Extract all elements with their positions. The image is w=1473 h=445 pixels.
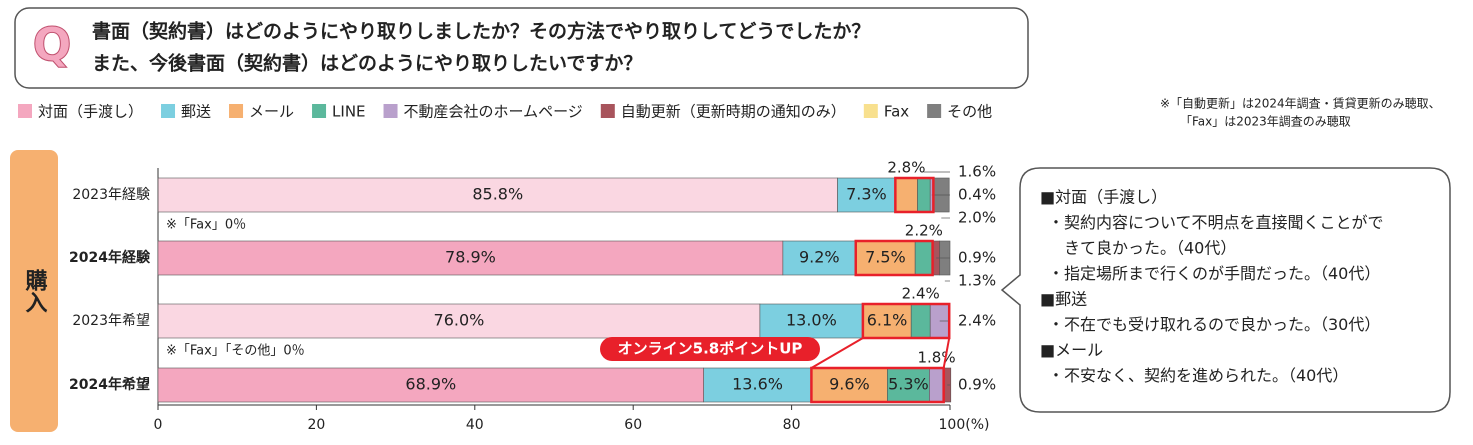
question: 書面（契約書）はどのようにやり取りしましたか？その方法でやり取りしてどうでしたか… [92, 20, 870, 43]
x-tick-label: 80 [783, 417, 801, 433]
legend-label: 対面（手渡し） [38, 103, 143, 121]
value-label: 2.8% [887, 159, 925, 177]
value-label: 1.3% [958, 272, 996, 290]
legend-label: LINE [332, 103, 365, 121]
bar-segment [703, 367, 812, 403]
section-label: 購入 [22, 269, 48, 313]
value-label: 0.4% [958, 186, 996, 204]
legend-label: 不動産会社のホームページ [404, 103, 583, 121]
value-label: 0.9% [958, 376, 996, 394]
legend-label: メール [249, 103, 294, 121]
category-label: 2023年希望 [72, 313, 150, 329]
x-tick-label: 100(%) [939, 417, 990, 433]
bar-segment [929, 367, 944, 403]
legend-label: Fax [884, 103, 909, 121]
legend-swatch [383, 104, 398, 118]
category-label: 2023年経験 [72, 187, 150, 203]
comment: ■メール [1040, 341, 1103, 360]
value-label: 9.6% [829, 375, 870, 394]
legend-swatch [927, 104, 942, 118]
value-label: 7.5% [865, 248, 906, 267]
bar-segment [910, 303, 931, 339]
value-label: 85.8% [472, 185, 523, 204]
x-tick-label: 60 [624, 417, 642, 433]
highlight-box [894, 176, 935, 214]
value-label: 13.0% [786, 311, 837, 330]
comment: ■郵送 [1040, 290, 1087, 309]
comment-bubble [1000, 167, 1451, 413]
legend-swatch [312, 104, 327, 118]
legend-label: 自動更新（更新時期の通知のみ） [621, 103, 846, 121]
connector [942, 337, 951, 369]
comment: ・指定場所まで行くのが手間だった。（40代） [1048, 264, 1380, 283]
x-tick-label: 40 [466, 417, 484, 433]
category-label: 2024年希望 [69, 376, 150, 393]
highlight-box [810, 366, 945, 404]
value-label: 2.0% [958, 209, 996, 227]
value-label: 5.3% [888, 375, 929, 394]
value-label: 0.9% [958, 249, 996, 267]
note: 「Fax」は2023年調査のみ聴取 [1180, 115, 1351, 129]
note: ※「自動更新」は2024年調査・賃貸更新のみ聴取、 [1160, 96, 1441, 111]
section-box [10, 150, 58, 432]
value-label: 13.6% [732, 375, 783, 394]
question-box [14, 7, 1029, 89]
bar-segment [759, 303, 864, 339]
category-label: 2024年経験 [69, 249, 151, 266]
value-label: 76.0% [434, 311, 485, 330]
legend-label: 郵送 [181, 103, 211, 121]
value-label: 2.4% [958, 312, 996, 330]
legend-swatch [229, 104, 244, 118]
legend-swatch [863, 104, 878, 118]
annotation-box [600, 337, 820, 361]
value-label: 2.2% [905, 222, 943, 240]
bar-segment [914, 240, 933, 276]
legend-swatch [18, 104, 32, 118]
comment: ■対面（手渡し） [1040, 188, 1167, 207]
legend-label: その他 [947, 103, 992, 121]
highlight-box [861, 302, 951, 340]
value-label: 2.4% [902, 285, 940, 303]
x-tick-label: 0 [154, 417, 163, 433]
q-mark: Q [32, 18, 71, 72]
connector [810, 337, 864, 369]
bar-segment [917, 177, 931, 213]
row-note: ※「Fax」0％ [166, 218, 246, 233]
comment: ・不在でも受け取れるので良かった。（30代） [1048, 315, 1380, 334]
question: また、今後書面（契約書）はどのようにやり取りしたいですか？ [92, 52, 642, 75]
annotation: オンライン5.8ポイントUP [618, 340, 803, 358]
legend-swatch [161, 104, 176, 118]
value-label: 68.9% [405, 375, 456, 394]
value-label: 1.8% [917, 349, 955, 367]
comment: ・不安なく、契約を進められた。（40代） [1048, 366, 1348, 385]
row-note: ※「Fax」「その他」0％ [166, 344, 305, 359]
legend-swatch [600, 104, 615, 118]
highlight-box [854, 239, 934, 277]
value-label: 1.6% [958, 163, 996, 181]
comment: きて良かった。（40代） [1064, 239, 1236, 258]
x-tick-label: 20 [307, 417, 325, 433]
value-label: 9.2% [799, 248, 840, 267]
bar-segment [895, 177, 918, 213]
value-label: 78.9% [445, 248, 496, 267]
bar-segment [157, 177, 838, 213]
value-label: 7.3% [846, 185, 887, 204]
value-label: 6.1% [867, 311, 908, 330]
comment: ・契約内容について不明点を直接聞くことがで [1048, 213, 1384, 232]
